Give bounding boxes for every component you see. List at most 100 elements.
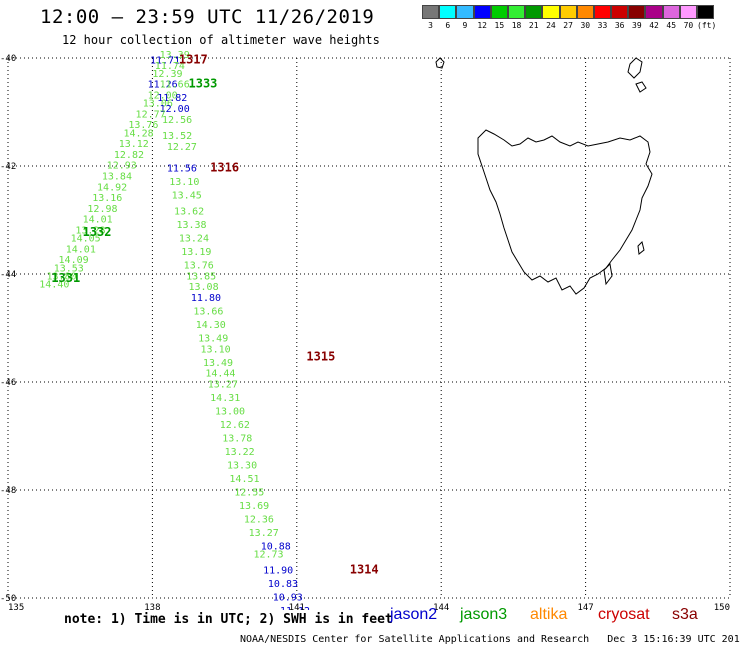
color-swatch — [525, 5, 543, 19]
color-scale-label: 36 — [614, 21, 625, 30]
wave-height-value: 13.19 — [181, 247, 211, 258]
wave-height-value: 13.22 — [225, 447, 255, 458]
wave-height-value: 14.40 — [39, 280, 69, 291]
wave-height-value: 10.93 — [273, 593, 303, 604]
legend-entry-jason2: jason2 — [390, 606, 438, 623]
color-scale-swatches — [422, 5, 715, 19]
wave-height-value: 12.36 — [244, 514, 274, 525]
wave-height-value: 11.12 — [280, 606, 310, 610]
wave-height-value: 13.27 — [208, 379, 238, 390]
wave-height-value: 12.62 — [220, 420, 250, 431]
wave-height-value: 13.52 — [162, 131, 192, 142]
color-swatch — [697, 5, 715, 19]
legend-entry-s3a: s3a — [672, 606, 698, 623]
wave-height-value: 13.27 — [249, 528, 279, 539]
color-scale-label: 24 — [546, 21, 556, 30]
wave-height-value: 14.30 — [196, 320, 226, 331]
wave-height-value: 14.44 — [205, 369, 235, 380]
wave-height-value: 13.00 — [215, 406, 245, 417]
wave-height-value: 12.77 — [136, 109, 166, 120]
color-scale-label: 45 — [666, 21, 677, 30]
wave-height-value: 13.76 — [128, 120, 158, 131]
color-swatch — [473, 5, 491, 19]
wave-height-value: 13.62 — [174, 207, 204, 218]
longitude-tick-label: 150 — [714, 603, 730, 610]
flinders-island-coastline — [627, 57, 643, 79]
wave-height-value: 14.01 — [83, 215, 113, 226]
wave-height-value: 13.08 — [189, 282, 219, 293]
pass-time-label: 1315 — [306, 349, 335, 363]
cape-barren-island-coastline — [635, 81, 647, 93]
color-scale-label: 6 — [445, 21, 451, 30]
color-scale-label: (ft) — [697, 21, 717, 30]
generated-timestamp: Dec 3 15:16:39 UTC 2019 — [607, 634, 740, 645]
color-scale-labels: 3 6 9 12 15 18 21 24 27 30 33 36 39 42 45 70 (ft) — [422, 21, 717, 30]
wave-height-value: 11.90 — [263, 566, 293, 577]
credit-text: NOAA/NESDIS Center for Satellite Applica… — [240, 634, 590, 645]
color-swatch — [439, 5, 457, 19]
pass-time-label: 1317 — [179, 52, 208, 66]
wave-height-value: 13.53 — [54, 263, 84, 274]
color-swatch — [559, 5, 577, 19]
wave-height-value: 12.82 — [114, 150, 144, 161]
wave-height-observations: 13.3911.7111.7412.3911.2611.6612.0011.82… — [39, 50, 310, 610]
wave-height-value: 13.24 — [179, 234, 209, 245]
wave-height-value: 12.39 — [152, 69, 182, 80]
legend-entry-jason3: jason3 — [460, 606, 508, 623]
color-scale-label: 15 — [494, 21, 505, 30]
wave-height-value: 12.55 — [234, 487, 264, 498]
color-swatch — [593, 5, 612, 19]
pass-time-label: 1333 — [189, 77, 218, 91]
color-scale-label: 30 — [580, 21, 591, 30]
longitude-tick-label: 135 — [8, 603, 24, 610]
wave-height-value: 13.10 — [169, 177, 199, 188]
wave-height-value: 13.80 — [47, 271, 77, 282]
color-swatch — [456, 5, 474, 19]
wave-height-value: 11.71 — [150, 55, 180, 66]
wave-height-value: 11.80 — [191, 293, 221, 304]
legend-entry-cryosat: cryosat — [598, 606, 650, 623]
pass-time-label: 1316 — [210, 160, 239, 174]
wave-height-value: 11.74 — [155, 61, 185, 72]
wave-height-value: 13.30 — [227, 460, 257, 471]
pass-time-label: 1314 — [350, 563, 379, 577]
wave-height-value: 13.49 — [198, 334, 228, 345]
color-swatch — [679, 5, 697, 19]
wave-height-value: 13.06 — [143, 99, 173, 110]
wave-height-value: 13.38 — [176, 220, 206, 231]
pass-time-label: 1332 — [83, 225, 112, 239]
wave-height-value: 13.66 — [193, 307, 223, 318]
longitude-tick-label: 138 — [144, 603, 160, 610]
wave-height-value: 13.39 — [160, 50, 190, 61]
wave-height-value: 13.45 — [172, 190, 202, 201]
wave-height-value: 14.51 — [229, 474, 259, 485]
tasmania-coastline — [477, 129, 653, 295]
wave-height-value: 13.16 — [92, 193, 122, 204]
wave-height-value: 12.98 — [87, 204, 117, 215]
wave-height-value: 10.83 — [268, 579, 298, 590]
wave-height-value: 14.31 — [210, 393, 240, 404]
wave-height-value: 13.84 — [102, 172, 132, 183]
wave-height-value: 12.73 — [253, 550, 283, 561]
legend-entry-altika: altika — [530, 606, 568, 623]
wave-height-value: 13.78 — [222, 433, 252, 444]
wave-height-value: 11.56 — [167, 163, 197, 174]
wave-height-value: 14.01 — [66, 244, 96, 255]
king-island-coastline — [435, 57, 445, 69]
longitude-tick-label: 141 — [289, 603, 305, 610]
map-title: 12:00 – 23:59 UTC 11/26/2019 — [40, 6, 375, 28]
color-swatch — [507, 5, 526, 19]
wave-height-value: 11.26 — [148, 80, 178, 91]
wave-height-value: 13.69 — [239, 501, 269, 512]
map-subtitle: 12 hour collection of altimeter wave hei… — [62, 33, 380, 47]
latitude-tick-label: -50 — [0, 594, 16, 604]
color-swatch — [542, 5, 560, 19]
wave-height-value: 14.09 — [59, 255, 89, 266]
wave-height-value: 13.85 — [186, 271, 216, 282]
color-scale-label: 12 — [477, 21, 487, 30]
color-scale-label: 27 — [563, 21, 573, 30]
wave-height-value: 12.56 — [162, 115, 192, 126]
color-swatch — [576, 5, 594, 19]
